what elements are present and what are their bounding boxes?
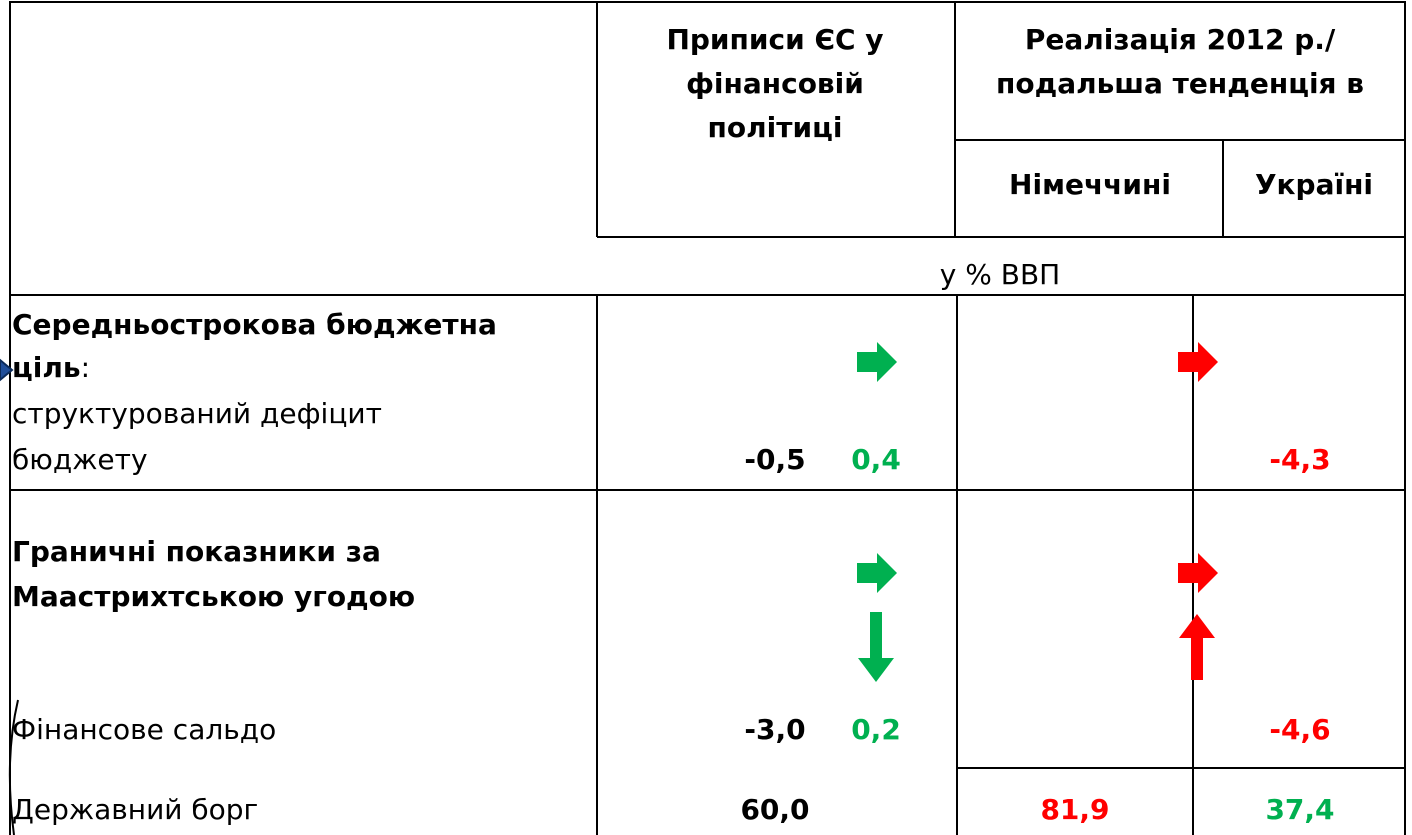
row-title-suffix: :: [80, 351, 91, 384]
arrow-up-red: [1179, 614, 1215, 680]
row-subtitle: структурований дефіцит: [12, 397, 382, 430]
arrow-right-green: [857, 553, 897, 593]
cell-value: 60,0: [740, 793, 810, 826]
cell-value: -0,5: [744, 443, 806, 476]
cell-value: -3,0: [744, 713, 806, 746]
row-label: Державний борг: [12, 793, 259, 826]
header-text: Україні: [1254, 168, 1374, 201]
header-text: Реалізація 2012 р./: [1024, 23, 1336, 56]
header-text: подальша тенденція в: [996, 67, 1364, 100]
header-text: Німеччині: [1009, 168, 1171, 201]
decor-curve: [8, 699, 19, 835]
row-title-bold: ціль: [12, 351, 81, 384]
cell-value: 37,4: [1265, 793, 1335, 826]
row-title: Маастрихтською угодою: [12, 580, 416, 613]
row-title: Середньострокова бюджетна: [12, 308, 497, 341]
cell-value: 0,4: [851, 443, 901, 476]
unit-label: у % ВВП: [939, 258, 1061, 291]
decor-arrow: [0, 358, 14, 382]
header-text: фінансовій: [686, 67, 864, 100]
cell-value: -4,3: [1269, 443, 1331, 476]
header-text: політиці: [707, 111, 843, 144]
row-label: Фінансове сальдо: [12, 713, 277, 746]
row-title: Граничні показники за: [12, 535, 381, 568]
arrow-right-red: [1178, 342, 1218, 382]
row-subtitle: бюджету: [12, 443, 148, 476]
arrow-right-red: [1178, 553, 1218, 593]
arrow-right-green: [857, 342, 897, 382]
cell-value: -4,6: [1269, 713, 1331, 746]
header-text: Приписи ЄС у: [666, 23, 884, 56]
arrow-down-green: [858, 612, 894, 682]
row-title: ціль:: [12, 354, 90, 382]
cell-value: 0,2: [851, 713, 901, 746]
cell-value: 81,9: [1040, 793, 1110, 826]
